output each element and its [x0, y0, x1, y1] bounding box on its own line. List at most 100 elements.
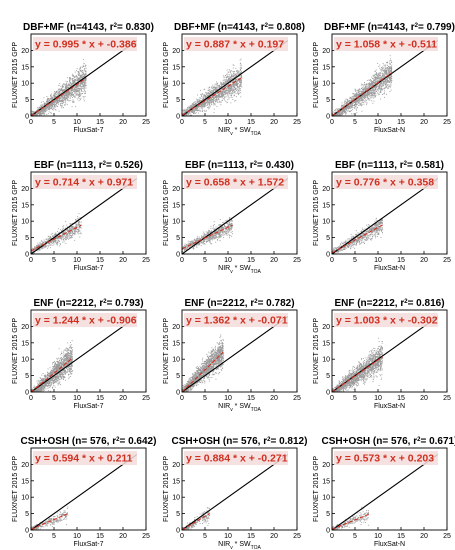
- data-point: [345, 111, 346, 113]
- data-point: [238, 90, 239, 91]
- data-point: [370, 83, 372, 85]
- data-point: [350, 103, 352, 105]
- data-point: [211, 100, 213, 102]
- data-point: [350, 106, 352, 108]
- data-point: [240, 67, 242, 69]
- data-point: [51, 99, 53, 101]
- data-point: [379, 73, 380, 75]
- data-point: [352, 104, 354, 106]
- data-point: [65, 93, 67, 95]
- data-point: [206, 92, 208, 94]
- data-point: [215, 83, 217, 85]
- data-point: [83, 86, 85, 88]
- data-point: [84, 75, 86, 77]
- data-point: [85, 64, 87, 66]
- data-point: [207, 90, 209, 91]
- data-point: [64, 97, 65, 99]
- data-point: [221, 92, 223, 94]
- data-point: [365, 83, 367, 85]
- data-point: [373, 87, 375, 88]
- data-point: [233, 95, 235, 97]
- data-point: [370, 80, 372, 82]
- data-point: [81, 91, 83, 92]
- data-point: [71, 82, 73, 84]
- data-point: [228, 81, 229, 83]
- data-point: [78, 84, 80, 85]
- data-point: [369, 98, 371, 100]
- data-point: [374, 82, 376, 84]
- data-point: [354, 90, 356, 92]
- data-point: [191, 111, 193, 113]
- data-point: [76, 80, 78, 82]
- data-point: [63, 237, 65, 239]
- data-point: [79, 78, 81, 80]
- data-point: [376, 81, 378, 83]
- data-point: [77, 73, 79, 75]
- data-point: [73, 76, 75, 78]
- data-point: [65, 92, 67, 94]
- data-point: [373, 93, 375, 94]
- data-point: [203, 104, 205, 106]
- data-point: [215, 96, 217, 98]
- data-point: [236, 80, 237, 82]
- data-point: [56, 240, 58, 242]
- data-point: [222, 82, 224, 84]
- data-point: [214, 86, 216, 88]
- data-point: [366, 96, 368, 98]
- data-point: [59, 93, 60, 95]
- data-point: [37, 111, 39, 113]
- data-point: [201, 105, 203, 107]
- data-point: [72, 89, 74, 91]
- data-point: [239, 80, 241, 82]
- data-point: [218, 97, 219, 99]
- data-point: [372, 83, 374, 84]
- data-point: [201, 95, 203, 97]
- data-point: [229, 85, 231, 87]
- data-point: [379, 83, 381, 85]
- x-axis-label: FluxSat-7: [74, 127, 104, 134]
- data-point: [192, 111, 194, 113]
- data-point: [365, 94, 367, 95]
- data-point: [76, 87, 78, 89]
- data-point: [236, 90, 237, 91]
- data-point: [388, 76, 390, 78]
- data-point: [68, 91, 70, 92]
- data-point: [216, 85, 218, 87]
- data-point: [388, 67, 390, 68]
- data-point: [229, 91, 231, 93]
- data-point: [341, 111, 343, 113]
- data-point: [228, 83, 230, 85]
- data-point: [194, 107, 196, 109]
- data-point: [229, 96, 231, 98]
- data-point: [389, 79, 391, 80]
- scatter-points: [332, 55, 393, 116]
- data-point: [219, 93, 221, 95]
- data-point: [62, 99, 64, 101]
- data-point: [382, 85, 384, 87]
- data-point: [238, 92, 239, 94]
- data-point: [70, 99, 72, 101]
- data-point: [390, 70, 392, 72]
- data-point: [47, 109, 49, 110]
- data-point: [83, 73, 85, 75]
- data-point: [203, 98, 205, 100]
- data-point: [60, 90, 62, 92]
- data-point: [53, 97, 55, 98]
- data-point: [346, 101, 348, 103]
- data-point: [215, 87, 216, 88]
- data-point: [240, 84, 242, 86]
- data-point: [215, 90, 217, 92]
- data-point: [389, 71, 391, 73]
- data-point: [215, 96, 217, 98]
- data-point: [81, 76, 83, 77]
- data-point: [354, 105, 356, 107]
- data-point: [64, 87, 66, 89]
- data-point: [388, 81, 390, 83]
- data-point: [375, 80, 377, 82]
- data-point: [58, 84, 60, 86]
- data-point: [379, 84, 381, 85]
- data-point: [383, 71, 385, 73]
- data-point: [373, 89, 375, 91]
- data-point: [233, 65, 235, 66]
- data-point: [353, 93, 355, 94]
